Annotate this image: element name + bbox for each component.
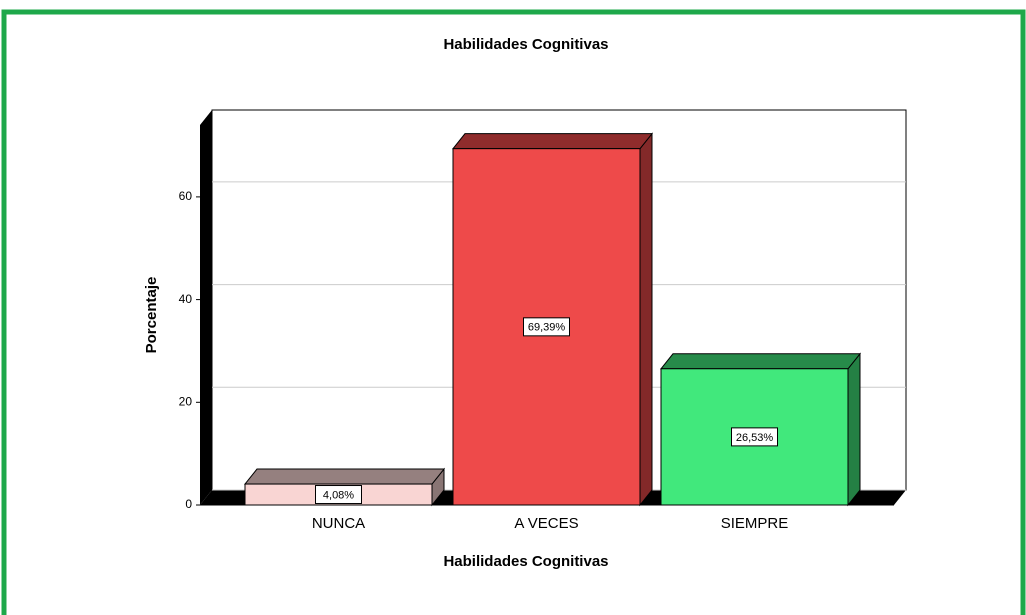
x-tick-label: SIEMPRE <box>721 515 789 532</box>
value-label: 69,39% <box>528 322 566 334</box>
y-tick-label: 20 <box>179 394 193 408</box>
bar-top <box>451 133 654 150</box>
y-tick-label: 60 <box>179 189 193 203</box>
bar-side <box>847 352 861 507</box>
value-label: 26,53% <box>736 432 774 444</box>
bar-top <box>659 353 862 370</box>
x-tick-label: NUNCA <box>312 515 365 532</box>
value-label: 4,08% <box>323 489 354 501</box>
left-wall <box>200 110 212 505</box>
x-axis-label: Habilidades Cognitivas <box>443 553 608 570</box>
value-label-box <box>523 317 570 337</box>
value-label-box <box>315 485 362 505</box>
x-tick-label: A VECES <box>514 515 578 532</box>
y-tick-label: 40 <box>179 292 193 306</box>
y-tick-label: 0 <box>185 497 192 511</box>
bar-top <box>243 468 446 485</box>
value-label-box <box>731 427 778 447</box>
y-axis-label: Porcentaje <box>143 277 160 354</box>
chart-title: Habilidades Cognitivas <box>443 36 608 53</box>
bar-side <box>639 132 653 507</box>
